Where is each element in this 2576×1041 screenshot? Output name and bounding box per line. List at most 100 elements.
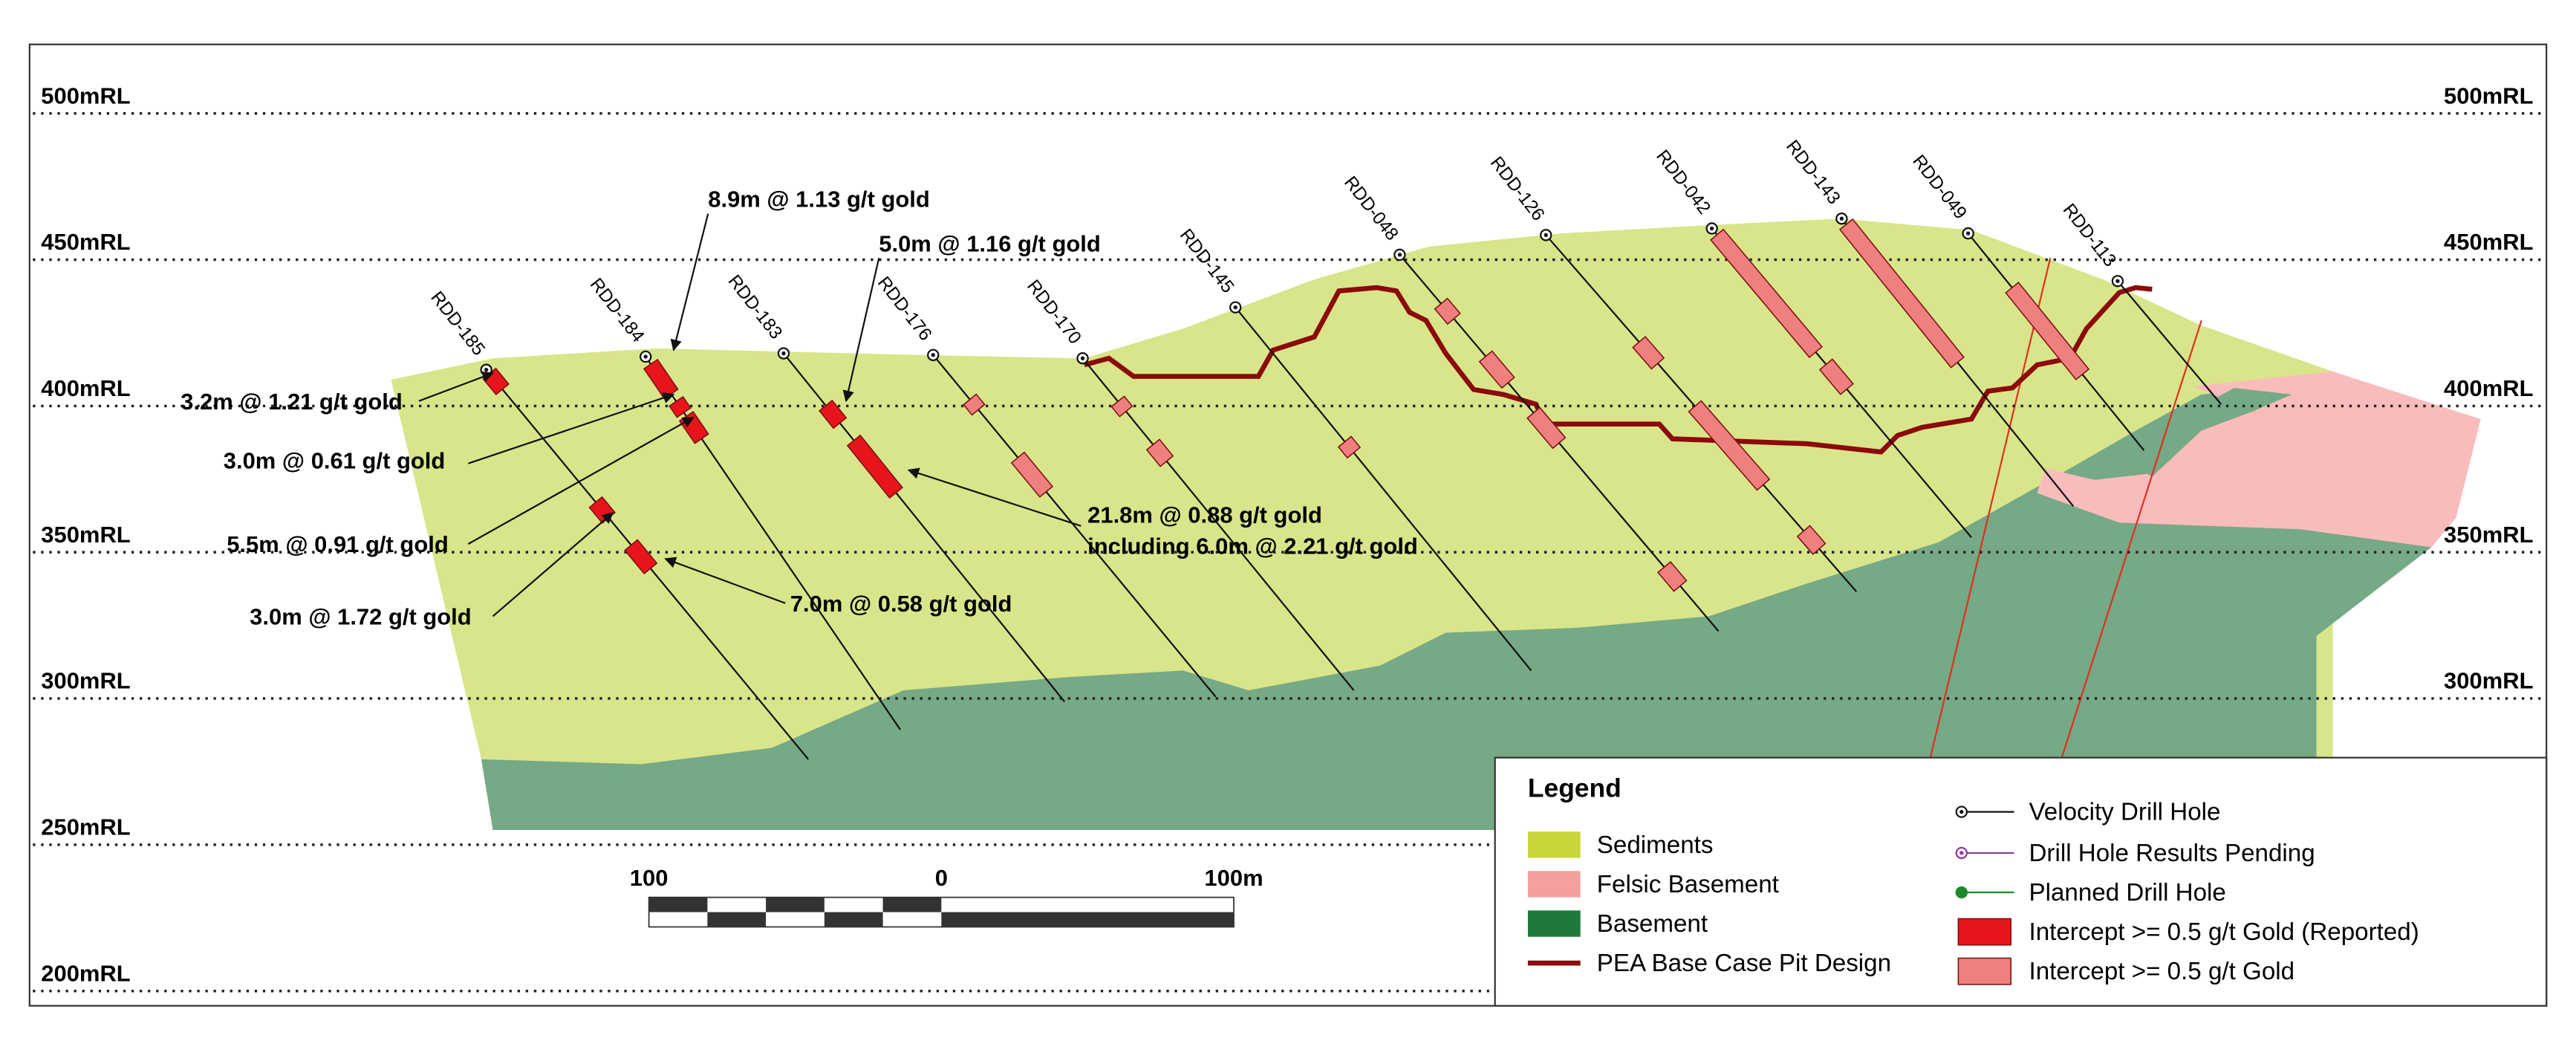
legend-symbol bbox=[1955, 886, 1968, 899]
intercept bbox=[1110, 395, 1133, 418]
fault bbox=[2061, 320, 2202, 758]
intercept-label: 21.8m @ 0.88 g/t gold bbox=[1087, 502, 1322, 528]
intercept bbox=[1478, 350, 1515, 389]
intercept bbox=[1688, 400, 1771, 491]
intercept bbox=[1526, 406, 1567, 450]
felsic-basement bbox=[2037, 371, 2481, 548]
leader bbox=[467, 416, 695, 545]
intercept bbox=[1818, 358, 1854, 395]
level-label: 300mRL bbox=[41, 668, 130, 694]
drill-hole bbox=[2117, 280, 2222, 405]
level-label: 300mRL bbox=[2444, 668, 2533, 694]
level-label: 200mRL bbox=[41, 960, 130, 986]
intercept-label: 5.5m @ 0.91 g/t gold bbox=[227, 531, 449, 557]
legend-label: PEA Base Case Pit Design bbox=[1597, 950, 1891, 977]
drill-hole bbox=[932, 354, 1217, 698]
intercept-label: including 6.0m @ 2.21 g/t gold bbox=[1087, 533, 1418, 559]
level-label: 400mRL bbox=[41, 375, 130, 401]
collar-dot bbox=[643, 354, 648, 359]
collar-dot bbox=[1966, 231, 1971, 236]
intercept-label: 3.0m @ 0.61 g/t gold bbox=[224, 447, 446, 473]
legend: Legend Sediments Felsic Basement Basement P… bbox=[1494, 756, 2548, 1007]
level-label: 400mRL bbox=[2444, 375, 2533, 401]
intercept bbox=[846, 434, 903, 499]
intercept-label: 8.9m @ 1.13 g/t gold bbox=[708, 187, 930, 213]
intercept bbox=[624, 539, 658, 575]
legend-label: Basement bbox=[1597, 910, 1708, 938]
leader bbox=[664, 557, 786, 604]
level-label: 500mRL bbox=[41, 82, 130, 108]
legend-symbol bbox=[1959, 809, 1964, 814]
intercept bbox=[1657, 561, 1688, 592]
legend-swatch bbox=[1527, 831, 1581, 858]
intercept bbox=[1434, 297, 1461, 325]
collar-dot bbox=[1544, 233, 1548, 237]
legend-title: Legend bbox=[1528, 774, 1622, 803]
collar-dot bbox=[2115, 279, 2120, 283]
scale-block bbox=[648, 897, 708, 912]
legend-label: Sediments bbox=[1597, 831, 1714, 859]
intercept bbox=[643, 358, 679, 400]
scale-block bbox=[766, 897, 824, 912]
legend-swatch bbox=[1527, 910, 1581, 937]
scale-label: 100m bbox=[1204, 865, 1263, 891]
basement bbox=[481, 388, 2432, 830]
legend-label: Drill Hole Results Pending bbox=[2029, 840, 2315, 867]
leader bbox=[418, 371, 494, 402]
legend-box bbox=[1494, 756, 2548, 1007]
legend-label: Intercept >= 0.5 g/t Gold bbox=[2029, 958, 2294, 985]
collar-dot bbox=[1839, 216, 1844, 221]
intercept bbox=[1796, 525, 1827, 556]
scale-label: 100 bbox=[630, 865, 669, 891]
collar-dot bbox=[1233, 305, 1237, 310]
leader bbox=[907, 467, 1082, 527]
scale-block bbox=[882, 897, 942, 912]
drill-hole bbox=[1235, 306, 1532, 672]
level-label: 350mRL bbox=[2444, 522, 2533, 548]
legend-swatch bbox=[1527, 871, 1581, 898]
legend-label: Felsic Basement bbox=[1597, 871, 1779, 898]
leader bbox=[492, 512, 614, 617]
level-label: 350mRL bbox=[41, 522, 130, 548]
level-label: 450mRL bbox=[41, 229, 130, 255]
annotations: 8.9m @ 1.13 g/t gold 5.0m @ 1.16 g/t gold… bbox=[180, 187, 1418, 630]
intercept bbox=[2005, 282, 2090, 380]
scale-block bbox=[941, 912, 1235, 927]
collar-dot bbox=[1397, 253, 1402, 257]
intercept bbox=[1337, 435, 1362, 459]
collar-dot bbox=[1709, 226, 1714, 231]
collar-dot bbox=[484, 368, 489, 372]
drill-hole bbox=[1082, 357, 1355, 691]
level-label: 450mRL bbox=[2444, 229, 2533, 255]
scale-bar: 100 0 100m bbox=[630, 865, 1263, 928]
intercept bbox=[1710, 228, 1823, 359]
level-label: 500mRL bbox=[2444, 82, 2533, 108]
scale-label: 0 bbox=[935, 865, 948, 891]
intercept bbox=[669, 395, 692, 418]
collar-dot bbox=[781, 351, 786, 356]
levels: 500mRL 500mRL 450mRL 450mRL 400mRL 400mRL 350m… bbox=[33, 82, 2543, 993]
legend-symbol bbox=[1959, 851, 1964, 855]
intercept bbox=[819, 399, 848, 429]
intercept bbox=[1010, 451, 1054, 498]
basement bbox=[2111, 388, 2292, 477]
legend-label: Intercept >= 0.5 g/t Gold (Reported) bbox=[2029, 918, 2419, 946]
intercept bbox=[1838, 218, 1965, 369]
intercept-label: 3.0m @ 1.72 g/t gold bbox=[250, 604, 472, 630]
intercept-label: 5.0m @ 1.16 g/t gold bbox=[879, 230, 1101, 256]
collar-dot bbox=[1080, 356, 1085, 360]
intercept bbox=[1632, 335, 1665, 370]
scale-block bbox=[824, 912, 883, 927]
collar-dot bbox=[931, 353, 935, 357]
legend-swatch bbox=[1957, 957, 2011, 985]
intercept bbox=[1145, 438, 1174, 467]
leader bbox=[670, 213, 709, 351]
scale-block bbox=[707, 912, 767, 927]
fault bbox=[1929, 258, 2052, 758]
legend-label: Planned Drill Hole bbox=[2029, 879, 2225, 907]
intercept-label: 3.2m @ 1.21 g/t gold bbox=[180, 389, 403, 415]
legend-label: Velocity Drill Hole bbox=[2029, 799, 2220, 826]
leader bbox=[842, 258, 880, 403]
